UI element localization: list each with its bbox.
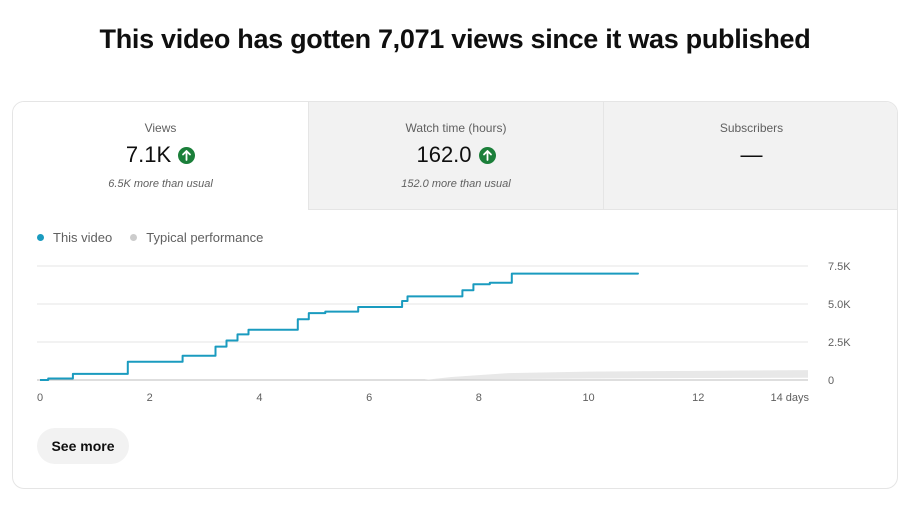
metric-comparison: 152.0 more than usual bbox=[401, 178, 511, 190]
x-tick-label: 0 bbox=[37, 392, 43, 404]
y-tick-label: 0 bbox=[828, 375, 834, 387]
metric-tab-watch-time[interactable]: Watch time (hours) 162.0 152.0 more than… bbox=[308, 102, 603, 210]
metric-label: Watch time (hours) bbox=[405, 121, 507, 135]
legend-item-this-video[interactable]: This video bbox=[37, 230, 112, 245]
y-tick-label: 2.5K bbox=[828, 337, 851, 349]
x-tick-label: 14 days bbox=[770, 392, 809, 404]
x-tick-label: 6 bbox=[366, 392, 372, 404]
metric-value: 162.0 bbox=[416, 142, 472, 167]
y-tick-label: 7.5K bbox=[828, 261, 851, 273]
metric-label: Views bbox=[144, 121, 177, 135]
metric-value: — bbox=[740, 142, 763, 167]
page-headline: This video has gotten 7,071 views since … bbox=[99, 24, 811, 54]
legend-label: Typical performance bbox=[146, 230, 264, 245]
x-tick-label: 4 bbox=[256, 392, 262, 404]
x-tick-label: 12 bbox=[692, 392, 704, 404]
metric-label: Subscribers bbox=[719, 121, 784, 135]
views-chart[interactable]: 0 2.5K 5.0K 7.5K 0 2 4 6 8 10 12 14 days bbox=[13, 252, 898, 412]
x-tick-label: 10 bbox=[582, 392, 594, 404]
x-tick-label: 2 bbox=[147, 392, 153, 404]
legend-dot-this-video bbox=[37, 234, 44, 241]
typical-performance-band bbox=[40, 370, 808, 380]
legend-dot-typical bbox=[130, 234, 138, 241]
x-tick-label: 8 bbox=[476, 392, 482, 404]
metric-value: 7.1K bbox=[125, 142, 172, 167]
y-tick-label: 5.0K bbox=[828, 299, 851, 311]
metric-tabs: Views 7.1K 6.5K more than usual Watch ti… bbox=[13, 102, 897, 210]
chart-legend: This video Typical performance bbox=[37, 230, 281, 245]
trend-up-icon bbox=[478, 146, 496, 164]
metric-tab-views[interactable]: Views 7.1K 6.5K more than usual bbox=[13, 102, 308, 210]
legend-label: This video bbox=[53, 230, 113, 245]
trend-up-icon bbox=[178, 146, 196, 164]
analytics-card: Views 7.1K 6.5K more than usual Watch ti… bbox=[12, 101, 898, 489]
see-more-button[interactable]: See more bbox=[37, 428, 129, 464]
this-video-line bbox=[40, 272, 639, 381]
metric-tab-subscribers[interactable]: Subscribers — bbox=[603, 102, 897, 210]
legend-item-typical[interactable]: Typical performance bbox=[130, 230, 263, 245]
metric-comparison: 6.5K more than usual bbox=[108, 178, 213, 190]
